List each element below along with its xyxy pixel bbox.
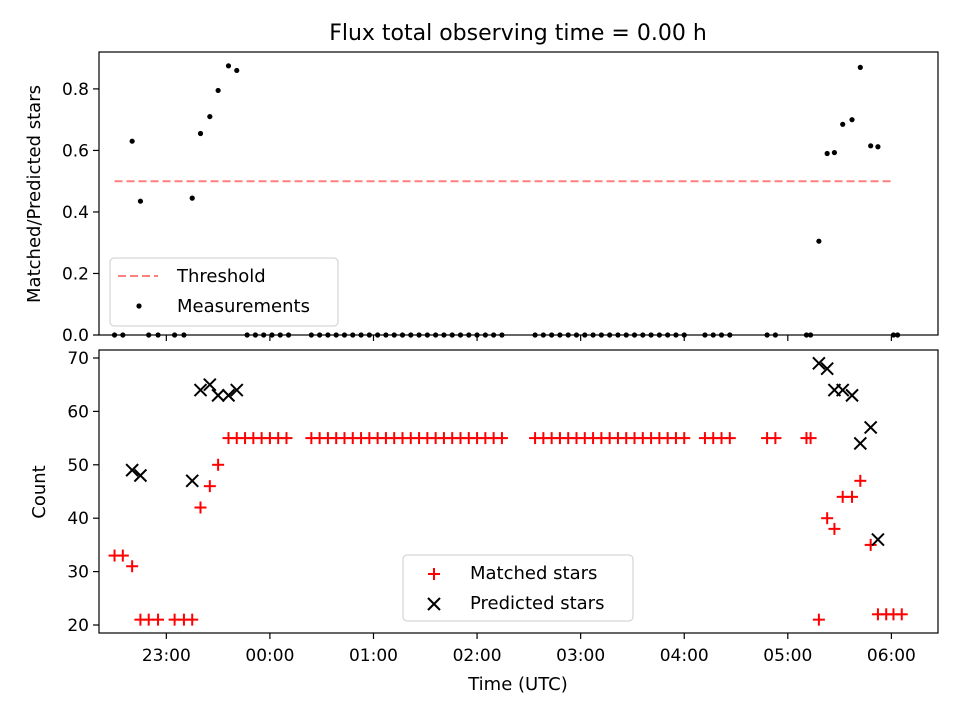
measurement-point (816, 238, 822, 244)
predicted-star-point (203, 378, 217, 392)
bottom-y-tick-label: 70 (67, 349, 89, 369)
x-tick-label: 00:00 (245, 646, 294, 666)
bottom-y-tick-label: 40 (67, 509, 89, 529)
measurement-point (215, 87, 221, 94)
legend-matched-label: Matched stars (470, 563, 597, 584)
measurement-point (137, 198, 144, 204)
top-legend-box (109, 257, 339, 327)
matched-star-point (126, 560, 139, 573)
top-y-tick-label: 0.2 (62, 264, 89, 284)
bottom-plot-area: 20 30 40 50 60 70 23:00 00:00 01:00 02:00 03:00 04:… (67, 349, 916, 666)
predicted-star-point (820, 361, 834, 376)
top-y-tick-label: 0.6 (62, 141, 89, 161)
matched-star-point (812, 613, 825, 626)
predicted-star-point (125, 463, 139, 477)
legend-measurements-marker (136, 303, 142, 309)
bottom-axes-frame (98, 349, 939, 634)
matched-star-point (203, 480, 216, 493)
measurement-point (831, 149, 838, 156)
matched-star-point (828, 522, 841, 535)
bottom-legend-box (402, 554, 634, 622)
matched-star-point (846, 490, 859, 503)
matched-star-point (864, 538, 877, 551)
measurement-point (849, 117, 855, 123)
measurement-point (868, 143, 874, 149)
matched-star-point (152, 613, 165, 626)
matched-star-point (194, 501, 207, 514)
predicted-star-point (853, 436, 868, 451)
predicted-star-point (230, 383, 244, 397)
measurement-point (875, 144, 881, 150)
predicted-star-point (812, 356, 826, 371)
matched-star-point (495, 432, 508, 445)
x-tick-label: 01:00 (349, 646, 398, 666)
predicted-star-point (871, 532, 885, 547)
predicted-star-point (211, 388, 225, 403)
legend-matched-marker (428, 568, 440, 580)
predicted-star-point (133, 468, 148, 483)
matched-star-point (723, 432, 736, 445)
measurement-point (225, 63, 232, 69)
legend-predicted-marker (427, 597, 441, 611)
x-tick-label: 02:00 (453, 646, 502, 666)
x-axis-label: Time (UTC) (467, 674, 568, 695)
matched-star-point (116, 549, 129, 562)
measurement-point (197, 130, 204, 137)
legend-threshold-label: Threshold (176, 266, 266, 287)
predicted-star-point (845, 388, 859, 403)
measurement-point (824, 150, 830, 157)
top-y-tick-label: 0.8 (62, 80, 89, 100)
matched-star-point (854, 474, 867, 487)
bottom-y-tick-label: 30 (67, 563, 89, 583)
bottom-y-tick-label: 60 (67, 402, 89, 422)
matched-star-point (212, 458, 225, 471)
predicted-star-point (193, 383, 208, 397)
top-y-axis-label: Matched/Predicted stars (24, 85, 45, 303)
top-axes-frame (98, 51, 939, 336)
matched-star-point (769, 432, 782, 445)
measurement-point (234, 67, 240, 74)
x-tick-label: 05:00 (763, 646, 812, 666)
top-legend: Threshold Measurements (109, 257, 339, 327)
x-tick-label: 06:00 (867, 646, 916, 666)
matched-star-point (186, 613, 199, 626)
bottom-y-tick-label: 50 (67, 456, 89, 476)
measurement-point (207, 113, 213, 120)
top-chart-title: Flux total observing time = 0.00 h (329, 21, 707, 46)
measurement-point (129, 138, 135, 144)
bottom-y-axis-label: Count (29, 465, 50, 518)
bottom-y-tick-label: 20 (67, 616, 89, 636)
x-tick-label: 04:00 (660, 646, 709, 666)
x-tick-label: 23:00 (142, 646, 191, 666)
matched-star-point (821, 512, 834, 525)
predicted-star-point (185, 474, 199, 488)
predicted-star-point (835, 383, 850, 397)
bottom-legend: Matched stars Predicted stars (402, 554, 634, 622)
top-y-tick-label: 0.4 (62, 203, 89, 223)
matched-star-point (895, 608, 908, 621)
legend-predicted-label: Predicted stars (470, 593, 604, 614)
top-y-tick-label: 0.0 (62, 326, 89, 346)
matched-star-point (804, 432, 817, 445)
measurement-point (840, 121, 846, 127)
legend-measurements-label: Measurements (177, 296, 310, 317)
measurement-point (189, 195, 195, 201)
predicted-star-point (221, 388, 236, 403)
predicted-star-point (863, 420, 878, 435)
matched-star-point (280, 432, 293, 445)
matched-star-point (678, 432, 691, 445)
x-tick-label: 03:00 (556, 646, 605, 666)
measurement-point (857, 64, 863, 70)
